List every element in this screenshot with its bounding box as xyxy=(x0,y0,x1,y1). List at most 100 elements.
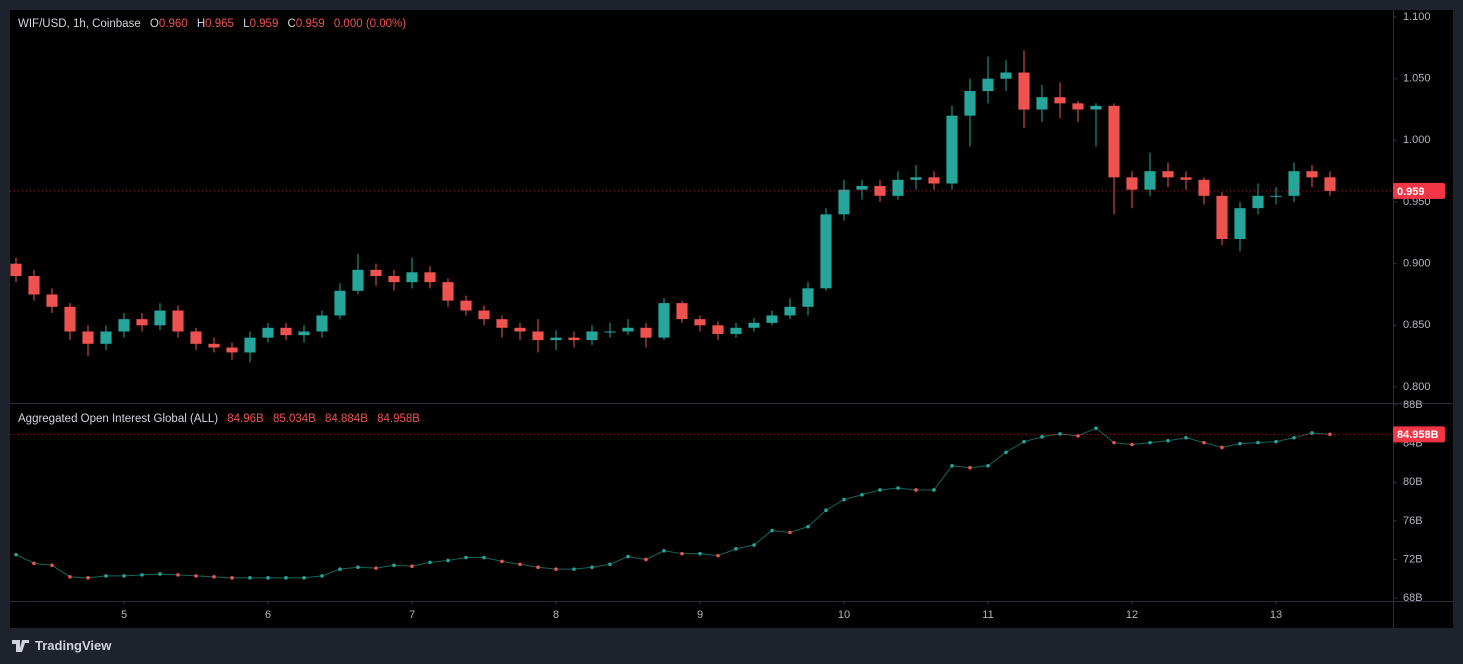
oi-point xyxy=(626,554,630,559)
candle-body xyxy=(370,269,382,276)
ohlc-value: 0.960 xyxy=(158,18,188,30)
oi-point xyxy=(392,563,396,568)
oi-point xyxy=(554,567,558,571)
oi-point xyxy=(302,576,306,580)
candle-body xyxy=(172,310,184,332)
x-tick-label: 9 xyxy=(697,609,703,621)
oi-point xyxy=(968,465,972,470)
candle-body xyxy=(352,269,364,291)
oi-point xyxy=(806,524,810,529)
oi-point xyxy=(230,576,234,580)
candle-body xyxy=(190,331,202,344)
oi-point xyxy=(698,551,702,556)
last-value-badge xyxy=(1393,426,1445,443)
candle-body xyxy=(1252,195,1264,209)
candle-body xyxy=(298,331,310,336)
oi-point xyxy=(914,488,918,492)
oi-point xyxy=(32,561,36,566)
candle-body xyxy=(406,272,418,283)
oi-point xyxy=(1148,440,1152,445)
candle-body xyxy=(46,294,58,307)
oi-point xyxy=(320,574,324,578)
oi-point xyxy=(122,574,126,578)
oi-point xyxy=(644,557,648,562)
oi-point xyxy=(1256,440,1260,445)
oi-point xyxy=(140,573,144,577)
oi-point xyxy=(176,573,180,577)
oi-legend: Aggregated Open Interest Global (ALL) 84… xyxy=(18,413,426,425)
oi-point xyxy=(680,551,684,556)
oi-point xyxy=(824,508,828,513)
candle-body xyxy=(388,275,400,283)
candle-body xyxy=(154,310,166,326)
y-tick-label: 88B xyxy=(1403,399,1423,411)
oi-point xyxy=(446,558,450,563)
candle-body xyxy=(1162,171,1174,178)
y-tick-label: 1.100 xyxy=(1403,11,1431,23)
candle-body xyxy=(244,337,256,353)
candle-body xyxy=(712,325,724,334)
oi-point xyxy=(248,576,252,580)
candle-body xyxy=(856,185,868,190)
oi-point xyxy=(842,497,846,502)
candle-body xyxy=(946,115,958,184)
oi-point xyxy=(932,488,936,492)
candle-body xyxy=(100,331,112,344)
candle-body xyxy=(766,315,778,323)
last-value-label: 0.959 xyxy=(1397,186,1425,198)
last-value-label: 84.958B xyxy=(1397,429,1439,441)
y-tick-label: 1.050 xyxy=(1403,73,1431,85)
candle-body xyxy=(532,331,544,341)
candle-body xyxy=(730,327,742,334)
oi-point xyxy=(1040,435,1044,439)
candle-body xyxy=(1054,97,1066,104)
oi-point xyxy=(788,530,792,535)
oi-point xyxy=(896,486,900,490)
oi-point xyxy=(266,576,270,580)
oi-point xyxy=(464,555,468,560)
oi-point xyxy=(986,464,990,468)
candle-body xyxy=(424,272,436,283)
ohlc-value: 0.959 xyxy=(249,18,279,30)
oi-point xyxy=(878,488,882,492)
x-tick-label: 13 xyxy=(1270,609,1282,621)
brand: TradingView xyxy=(35,638,112,653)
oi-point xyxy=(1094,426,1098,430)
x-tick-label: 6 xyxy=(265,609,271,621)
oi-point xyxy=(374,566,378,570)
oi-value: 84.96B xyxy=(227,413,264,425)
oi-point xyxy=(1238,441,1242,446)
candle-body xyxy=(136,319,148,326)
candle-body xyxy=(208,343,220,348)
plot-layer: 0.800 0.850 0.900 0.950 1.000 1.050 1.100 0.959… xyxy=(10,11,1445,621)
chart-area xyxy=(10,10,1453,628)
oi-point xyxy=(104,574,108,578)
oi-point xyxy=(536,565,540,570)
candle-body xyxy=(622,327,634,332)
oi-point xyxy=(500,559,504,564)
candle-body xyxy=(784,306,796,316)
oi-point xyxy=(1310,431,1314,435)
candle-body xyxy=(1216,195,1228,239)
oi-point xyxy=(338,567,342,571)
price-legend: WIF/USD, 1h, Coinbase O0.960 H0.965 L0.9… xyxy=(18,18,412,30)
candle-body xyxy=(820,214,832,289)
oi-point xyxy=(1202,440,1206,445)
candle-body xyxy=(964,91,976,116)
oi-value: 85.034B xyxy=(272,413,316,425)
y-tick-label: 0.900 xyxy=(1403,258,1431,270)
x-tick-label: 7 xyxy=(409,609,415,621)
candle-body xyxy=(1180,177,1192,180)
ohlc-key: C xyxy=(287,18,296,30)
candle-body xyxy=(658,303,670,338)
candle-body xyxy=(874,185,886,196)
ohlc-key: O xyxy=(149,18,159,30)
candle-body xyxy=(28,275,40,295)
candle-body xyxy=(514,327,526,332)
x-tick-label: 11 xyxy=(982,609,993,621)
candle-body xyxy=(1198,179,1210,196)
change: 0.000 (0.00%) xyxy=(333,18,407,30)
logo xyxy=(12,639,29,652)
candle-body xyxy=(262,327,274,338)
